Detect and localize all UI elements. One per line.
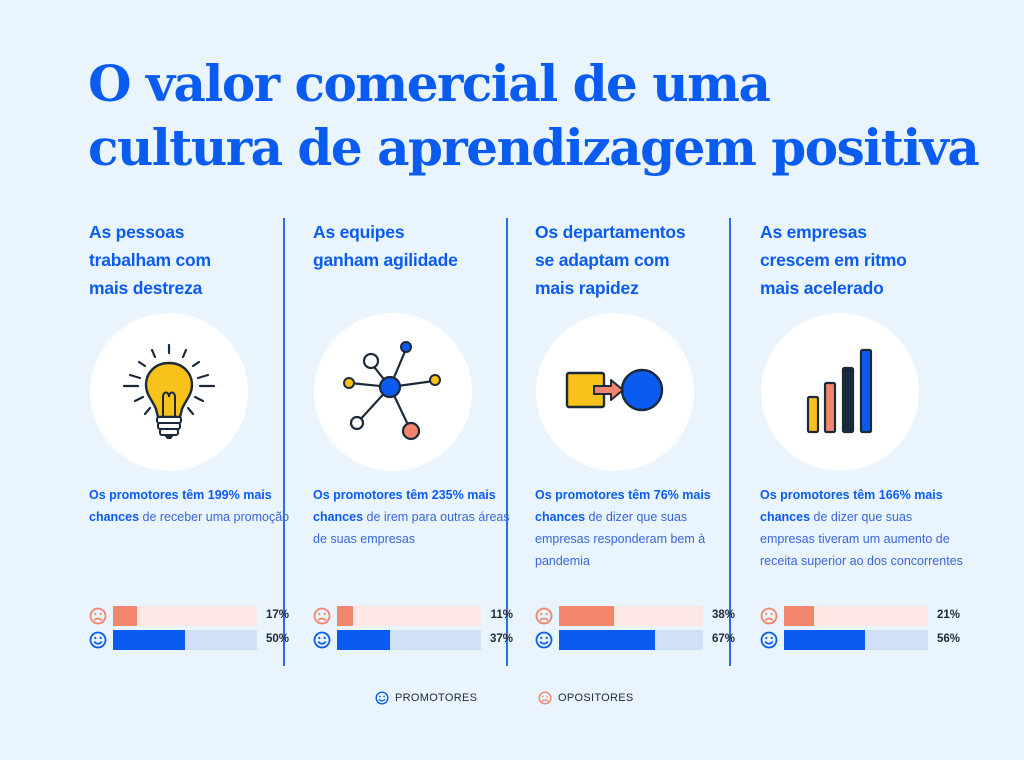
opponent-bar-row: 17% (89, 606, 289, 630)
growth-bars-icon (806, 348, 873, 434)
smiley-face-icon (760, 631, 778, 649)
heading-line: As equipes (313, 222, 405, 242)
heading-line: ganham agilidade (313, 250, 458, 270)
icon-circle (536, 313, 694, 471)
heading-line: Os departamentos (535, 222, 686, 242)
promoter-bar-value: 67% (711, 633, 735, 645)
bar-group: 21% 56% (760, 606, 960, 654)
legend-label: PROMOTORES (395, 692, 478, 704)
promoter-bar-row: 37% (313, 630, 513, 654)
column-divider (729, 218, 731, 666)
square-to-circle-icon (565, 368, 664, 412)
promoter-bar-fill (337, 630, 391, 650)
opponent-bar-track (559, 606, 703, 626)
smiley-face-icon (313, 631, 331, 649)
column-teams: As equipes ganham agilidade Os promotore… (313, 218, 513, 658)
opponent-bar-value: 17% (265, 609, 289, 621)
column-divider (506, 218, 508, 666)
heading-line: trabalham com (89, 250, 211, 270)
heading-line: mais rapidez (535, 278, 639, 298)
promoter-bar-row: 50% (89, 630, 289, 654)
sad-face-icon (760, 607, 778, 625)
heading-line: se adaptam com (535, 250, 670, 270)
column-divider (283, 218, 285, 666)
icon-circle (761, 313, 919, 471)
column-departments: Os departamentos se adaptam com mais rap… (535, 218, 735, 658)
promoter-bar-row: 67% (535, 630, 735, 654)
heading-line: mais acelerado (760, 278, 884, 298)
promoter-bar-value: 37% (489, 633, 513, 645)
opponent-bar-value: 11% (490, 609, 513, 621)
opponent-bar-track (784, 606, 928, 626)
network-icon (343, 341, 441, 441)
smiley-face-icon (89, 631, 107, 649)
stat-rest: de dizer que suas empresas responderam b… (535, 510, 706, 568)
heading-line: mais destreza (89, 278, 203, 298)
heading-line: As pessoas (89, 222, 185, 242)
opponent-bar-fill (337, 606, 353, 626)
promoter-bar-value: 50% (265, 633, 289, 645)
bar-group: 17% 50% (89, 606, 289, 654)
opponent-bar-track (337, 606, 481, 626)
stat-highlight: Os promotores têm 199% mais chances (89, 488, 272, 524)
promoter-bar-track (559, 630, 703, 650)
stat-rest: de irem para outras áreas de suas empres… (313, 510, 510, 546)
opponent-bar-fill (559, 606, 614, 626)
icon-circle (90, 313, 248, 471)
column-heading: As pessoas trabalham com mais destreza (89, 218, 279, 302)
promoter-bar-fill (784, 630, 865, 650)
column-heading: As equipes ganham agilidade (313, 218, 503, 274)
smiley-face-icon (375, 691, 389, 705)
promoter-bar-track (784, 630, 928, 650)
stat-text: Os promotores têm 166% mais chances de d… (760, 484, 965, 572)
opponent-bar-fill (784, 606, 815, 626)
opponent-bar-row: 21% (760, 606, 960, 630)
sad-face-icon (313, 607, 331, 625)
stat-text: Os promotores têm 76% mais chances de di… (535, 484, 740, 572)
page-title: O valor comercial de uma cultura de apre… (88, 52, 988, 180)
opponent-bar-track (113, 606, 257, 626)
stat-text: Os promotores têm 199% mais chances de r… (89, 484, 294, 528)
promoter-bar-row: 56% (760, 630, 960, 654)
promoter-bar-track (337, 630, 481, 650)
promoter-bar-track (113, 630, 257, 650)
opponent-bar-row: 38% (535, 606, 735, 630)
column-heading: As empresas crescem em ritmo mais aceler… (760, 218, 950, 302)
opponent-bar-fill (113, 606, 138, 626)
sad-face-icon (538, 691, 552, 705)
stat-highlight: Os promotores têm 235% mais chances (313, 488, 496, 524)
smiley-face-icon (535, 631, 553, 649)
opponent-bar-value: 21% (936, 609, 960, 621)
column-people: As pessoas trabalham com mais destreza (89, 218, 289, 658)
heading-line: crescem em ritmo (760, 250, 907, 270)
stat-highlight: Os promotores têm 76% mais chances (535, 488, 711, 524)
stat-text: Os promotores têm 235% mais chances de i… (313, 484, 518, 550)
stat-highlight: Os promotores têm 166% mais chances (760, 488, 943, 524)
lightbulb-icon (122, 343, 216, 439)
column-companies: As empresas crescem em ritmo mais aceler… (760, 218, 963, 658)
heading-line: As empresas (760, 222, 867, 242)
title-line-1: O valor comercial de uma (88, 54, 771, 113)
stat-rest: de dizer que suas empresas tiveram um au… (760, 510, 963, 568)
opponent-bar-value: 38% (711, 609, 735, 621)
legend-label: OPOSITORES (558, 692, 634, 704)
sad-face-icon (89, 607, 107, 625)
opponent-bar-row: 11% (313, 606, 513, 630)
promoter-bar-fill (559, 630, 656, 650)
sad-face-icon (535, 607, 553, 625)
bar-group: 11% 37% (313, 606, 513, 654)
bar-group: 38% 67% (535, 606, 735, 654)
title-line-2: cultura de aprendizagem positiva (88, 118, 980, 177)
column-heading: Os departamentos se adaptam com mais rap… (535, 218, 725, 302)
promoter-bar-value: 56% (936, 633, 960, 645)
promoter-bar-fill (113, 630, 185, 650)
icon-circle (314, 313, 472, 471)
stat-rest: de receber uma promoção (139, 510, 290, 524)
